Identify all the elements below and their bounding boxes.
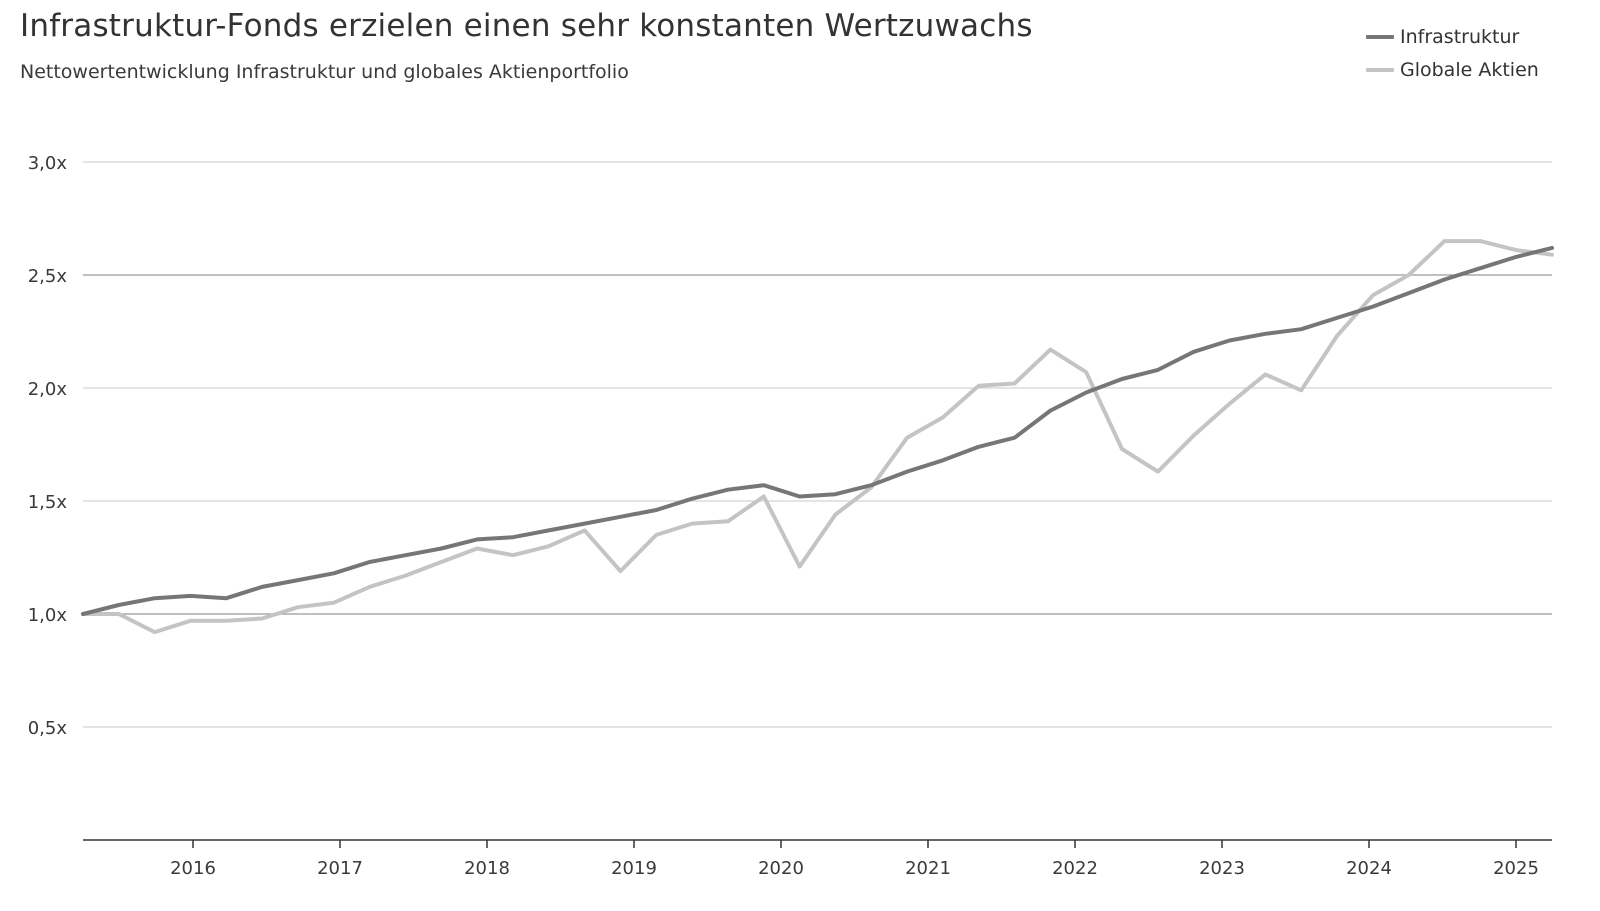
- y-tick-label: 2,0x: [28, 379, 68, 400]
- x-tick-label: 2023: [1199, 858, 1245, 879]
- series-line-globale-aktien: [81, 239, 1554, 635]
- legend: Infrastruktur Globale Aktien: [1366, 20, 1539, 86]
- x-tick-label: 2020: [758, 858, 804, 879]
- chart-title: Infrastruktur-Fonds erzielen einen sehr …: [20, 8, 1033, 44]
- legend-swatch-infrastruktur: [1366, 34, 1394, 39]
- y-tick-label: 1,5x: [28, 492, 68, 513]
- y-axis: 0,5x 1,0x 1,5x 2,0x 2,5x 3,0x: [28, 153, 68, 739]
- y-tick-label: 3,0x: [28, 153, 68, 174]
- legend-item-globale-aktien: Globale Aktien: [1366, 53, 1539, 86]
- gridlines: [83, 161, 1552, 728]
- y-tick-label: 2,5x: [28, 266, 68, 287]
- chart-subtitle: Nettowertentwicklung Infrastruktur und g…: [20, 61, 629, 83]
- series-line-infrastruktur: [81, 245, 1554, 616]
- y-tick-label: 0,5x: [28, 718, 68, 739]
- x-tick-label: 2017: [317, 858, 363, 879]
- series-lines: [81, 239, 1554, 635]
- legend-label-globale-aktien: Globale Aktien: [1400, 58, 1539, 81]
- y-tick-label: 1,0x: [28, 605, 68, 626]
- x-tick-label: 2019: [611, 858, 657, 879]
- x-axis: 2016 2017 2018 2019 2020 2021 2022 2023 2024 2025: [83, 839, 1552, 879]
- x-tick-label: 2024: [1346, 858, 1392, 879]
- legend-label-infrastruktur: Infrastruktur: [1400, 25, 1520, 48]
- legend-swatch-globale-aktien: [1366, 67, 1394, 72]
- x-tick-label: 2018: [464, 858, 510, 879]
- x-tick-label: 2016: [170, 858, 216, 879]
- x-tick-label: 2021: [905, 858, 951, 879]
- legend-item-infrastruktur: Infrastruktur: [1366, 20, 1539, 53]
- x-tick-label: 2025: [1493, 858, 1539, 879]
- x-tick-label: 2022: [1052, 858, 1098, 879]
